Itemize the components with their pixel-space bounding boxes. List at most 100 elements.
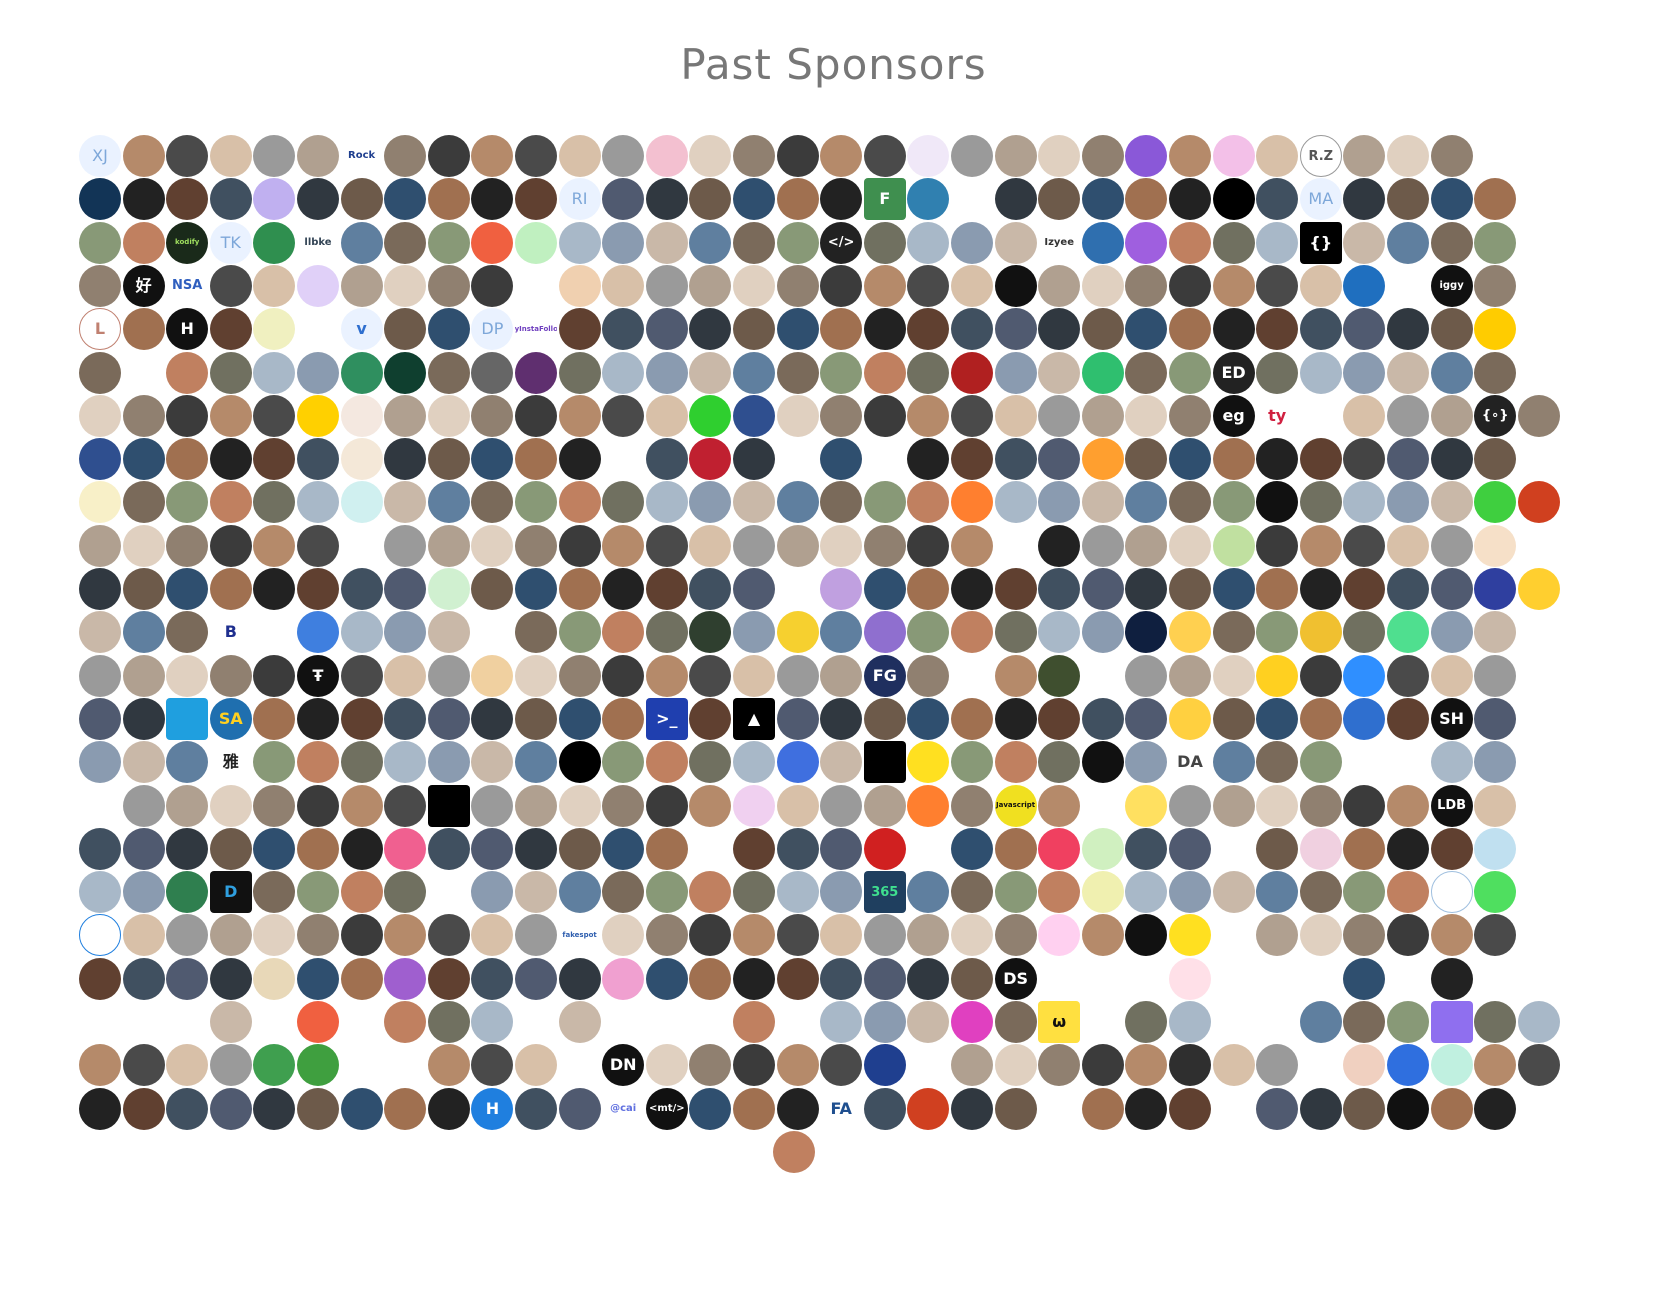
sponsor-avatar[interactable] xyxy=(1343,1001,1386,1043)
sponsor-avatar[interactable] xyxy=(79,438,121,481)
sponsor-avatar[interactable] xyxy=(1212,264,1255,307)
sponsor-avatar[interactable] xyxy=(1256,654,1299,697)
sponsor-avatar[interactable]: L xyxy=(79,308,121,351)
sponsor-avatar[interactable] xyxy=(689,308,732,351)
sponsor-avatar[interactable] xyxy=(340,741,383,784)
sponsor-avatar[interactable] xyxy=(166,351,209,394)
sponsor-avatar[interactable] xyxy=(1212,914,1255,957)
sponsor-avatar[interactable] xyxy=(907,1044,950,1087)
sponsor-avatar[interactable] xyxy=(951,1087,993,1130)
sponsor-avatar[interactable] xyxy=(209,654,252,697)
sponsor-avatar[interactable] xyxy=(384,827,427,870)
sponsor-avatar[interactable] xyxy=(602,741,645,784)
sponsor-avatar[interactable] xyxy=(1256,697,1299,740)
sponsor-avatar[interactable] xyxy=(1387,957,1429,1000)
sponsor-avatar[interactable] xyxy=(209,394,252,437)
sponsor-avatar[interactable] xyxy=(122,438,165,481)
sponsor-avatar[interactable]: {∘} xyxy=(1474,394,1517,437)
sponsor-avatar[interactable] xyxy=(994,524,1037,567)
sponsor-avatar[interactable] xyxy=(994,221,1037,264)
sponsor-avatar[interactable] xyxy=(1517,481,1560,524)
sponsor-avatar[interactable] xyxy=(1430,135,1473,177)
sponsor-avatar[interactable] xyxy=(1169,178,1211,221)
sponsor-avatar[interactable] xyxy=(1081,914,1124,957)
sponsor-avatar[interactable] xyxy=(558,264,601,307)
sponsor-avatar[interactable] xyxy=(1299,264,1342,307)
sponsor-avatar[interactable] xyxy=(1125,568,1168,610)
sponsor-avatar[interactable] xyxy=(122,741,165,784)
sponsor-avatar[interactable] xyxy=(1169,264,1211,307)
sponsor-avatar[interactable] xyxy=(1038,741,1081,784)
sponsor-avatar[interactable] xyxy=(166,135,209,177)
sponsor-avatar[interactable] xyxy=(602,394,645,437)
sponsor-avatar[interactable] xyxy=(1299,438,1342,481)
sponsor-avatar[interactable] xyxy=(1081,568,1124,610)
sponsor-avatar[interactable] xyxy=(994,351,1037,394)
sponsor-avatar[interactable] xyxy=(1343,178,1386,221)
sponsor-avatar[interactable] xyxy=(863,1044,906,1087)
sponsor-avatar[interactable] xyxy=(209,1044,252,1087)
sponsor-avatar[interactable]: DP xyxy=(471,308,514,351)
sponsor-avatar[interactable] xyxy=(1343,611,1386,654)
sponsor-avatar[interactable] xyxy=(122,957,165,1000)
sponsor-avatar[interactable] xyxy=(427,827,470,870)
sponsor-avatar[interactable] xyxy=(253,1001,296,1043)
sponsor-avatar[interactable] xyxy=(689,264,732,307)
sponsor-avatar[interactable] xyxy=(515,221,557,264)
sponsor-avatar[interactable]: ▲ xyxy=(733,697,775,740)
sponsor-avatar[interactable] xyxy=(1430,221,1473,264)
sponsor-avatar[interactable] xyxy=(1125,1044,1168,1087)
sponsor-avatar[interactable] xyxy=(907,1001,950,1043)
sponsor-avatar[interactable] xyxy=(820,914,863,957)
sponsor-avatar[interactable] xyxy=(1212,221,1255,264)
sponsor-avatar[interactable] xyxy=(253,957,296,1000)
sponsor-avatar[interactable] xyxy=(689,438,732,481)
sponsor-avatar[interactable] xyxy=(602,697,645,740)
sponsor-avatar[interactable] xyxy=(951,697,993,740)
sponsor-avatar[interactable] xyxy=(951,438,993,481)
sponsor-avatar[interactable] xyxy=(297,135,339,177)
sponsor-avatar[interactable] xyxy=(1343,135,1386,177)
sponsor-avatar[interactable] xyxy=(951,394,993,437)
sponsor-avatar[interactable] xyxy=(776,524,819,567)
sponsor-avatar[interactable] xyxy=(602,611,645,654)
sponsor-avatar[interactable] xyxy=(1081,394,1124,437)
sponsor-avatar[interactable] xyxy=(1474,957,1517,1000)
sponsor-avatar[interactable] xyxy=(558,957,601,1000)
sponsor-avatar[interactable] xyxy=(820,524,863,567)
sponsor-avatar[interactable] xyxy=(297,394,339,437)
sponsor-avatar[interactable] xyxy=(645,1001,688,1043)
sponsor-avatar[interactable] xyxy=(209,914,252,957)
sponsor-avatar[interactable] xyxy=(209,264,252,307)
sponsor-avatar[interactable] xyxy=(1038,1087,1081,1130)
sponsor-avatar[interactable] xyxy=(471,741,514,784)
sponsor-avatar[interactable] xyxy=(471,827,514,870)
sponsor-avatar[interactable]: Ŧ xyxy=(297,654,339,697)
sponsor-avatar[interactable] xyxy=(471,697,514,740)
sponsor-avatar[interactable] xyxy=(1125,957,1168,1000)
sponsor-avatar[interactable] xyxy=(122,871,165,914)
sponsor-avatar[interactable] xyxy=(1212,827,1255,870)
sponsor-avatar[interactable] xyxy=(253,308,296,351)
sponsor-avatar[interactable] xyxy=(907,178,950,221)
sponsor-avatar[interactable] xyxy=(515,957,557,1000)
sponsor-avatar[interactable] xyxy=(776,914,819,957)
sponsor-avatar[interactable] xyxy=(253,221,296,264)
sponsor-avatar[interactable]: Javascript xyxy=(994,784,1037,827)
sponsor-avatar[interactable] xyxy=(1430,1001,1473,1043)
sponsor-avatar[interactable] xyxy=(253,654,296,697)
sponsor-avatar[interactable] xyxy=(253,871,296,914)
sponsor-avatar[interactable]: @cai xyxy=(602,1087,645,1130)
sponsor-avatar[interactable] xyxy=(253,784,296,827)
sponsor-avatar[interactable]: <mt/> xyxy=(645,1087,688,1130)
sponsor-avatar[interactable] xyxy=(340,481,383,524)
sponsor-avatar[interactable] xyxy=(776,827,819,870)
sponsor-avatar[interactable]: H xyxy=(471,1087,514,1130)
sponsor-avatar[interactable] xyxy=(297,351,339,394)
sponsor-avatar[interactable] xyxy=(994,654,1037,697)
sponsor-avatar[interactable] xyxy=(1212,481,1255,524)
sponsor-avatar[interactable] xyxy=(1169,784,1211,827)
sponsor-avatar[interactable] xyxy=(645,741,688,784)
sponsor-avatar[interactable] xyxy=(602,221,645,264)
sponsor-avatar[interactable] xyxy=(733,481,775,524)
